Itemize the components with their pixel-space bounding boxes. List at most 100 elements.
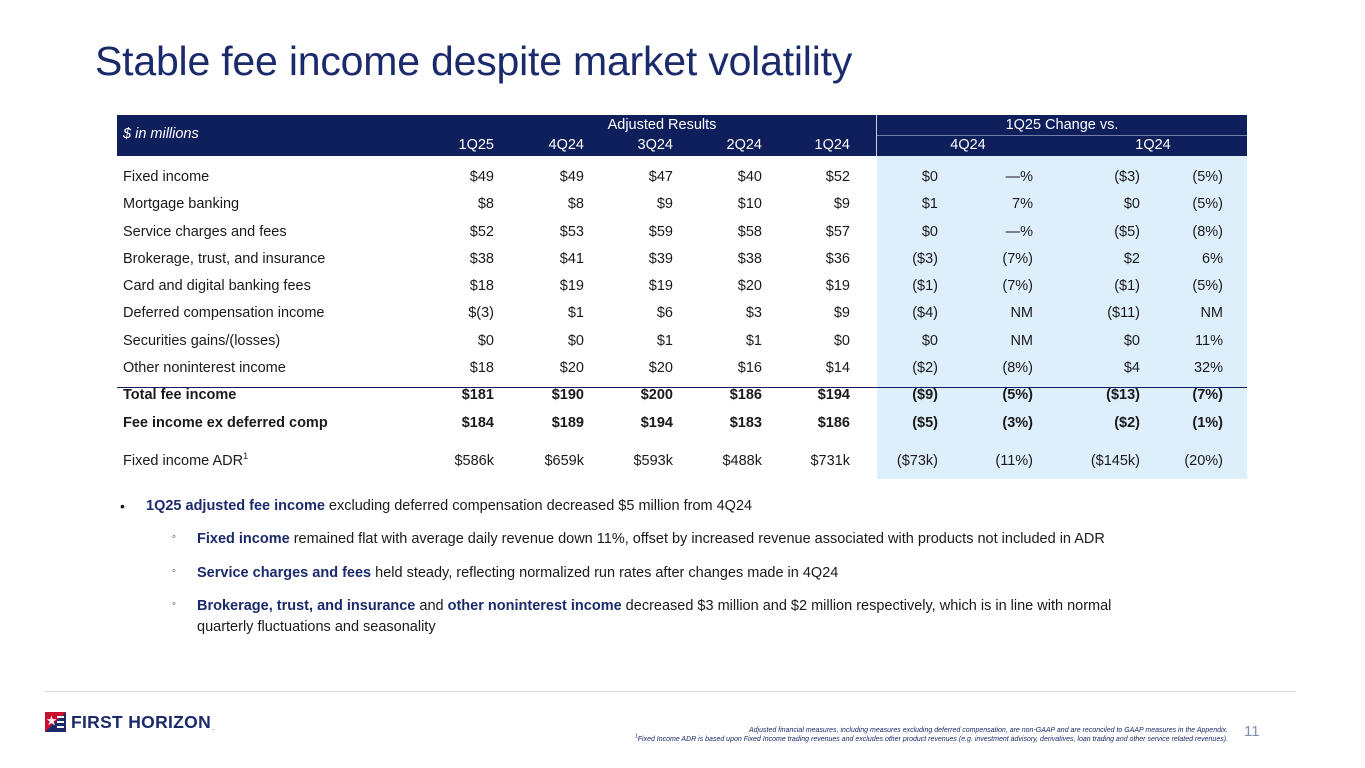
change-cell: $0 bbox=[921, 223, 938, 240]
table-cell: $8 bbox=[567, 196, 584, 213]
bullet-sub-3-and: and bbox=[415, 598, 448, 614]
bullet-sub-2: Service charges and fees held steady, re… bbox=[197, 565, 838, 581]
change-cell: ($5) bbox=[1114, 223, 1140, 240]
table-cell: $0 bbox=[833, 332, 850, 349]
change-cell: ($3) bbox=[1114, 169, 1140, 185]
footnote-adr-text: Fixed Income ADR is based upon Fixed Inc… bbox=[637, 736, 1228, 743]
table-cell: $49 bbox=[559, 169, 584, 185]
col-header: 4Q24 bbox=[548, 137, 584, 153]
table-totals: Total fee income $181 $190 $200 $186 $194 ($9)… bbox=[117, 382, 1247, 437]
change-cell: 6% bbox=[1202, 250, 1223, 267]
table-cell: $1 bbox=[745, 332, 762, 349]
page-title: Stable fee income despite market volatil… bbox=[95, 38, 853, 84]
table-cell: $14 bbox=[825, 360, 850, 377]
change-cell: ($13) bbox=[1106, 387, 1140, 404]
table-row: Securities gains/(losses) $0 $0 $1 $1 $0 $0 NM $… bbox=[117, 328, 1247, 355]
table-cell: $200 bbox=[640, 387, 673, 404]
table-cell: $19 bbox=[648, 278, 673, 295]
change-cell: ($73k) bbox=[896, 452, 938, 469]
group-underline bbox=[877, 135, 1247, 136]
table-row: Fixed income $49 $49 $47 $40 $52 $0 —% ($3) (5%) bbox=[117, 164, 1247, 191]
change-cell: ($9) bbox=[912, 387, 938, 404]
bullet-main-bold: 1Q25 adjusted fee income bbox=[146, 498, 325, 514]
table-cell: $20 bbox=[559, 360, 584, 377]
change-cell: (1%) bbox=[1192, 414, 1223, 431]
flag-logo-icon bbox=[45, 712, 66, 732]
table-cell: $6 bbox=[656, 305, 673, 322]
row-label-text: Brokerage, trust, and insurance bbox=[123, 250, 326, 267]
row-label: Total fee income bbox=[123, 387, 236, 403]
table-cell: $186 bbox=[817, 414, 850, 431]
table-cell: $189 bbox=[551, 414, 584, 431]
unit-label: $ in millions bbox=[123, 126, 199, 142]
change-cell: $0 bbox=[921, 332, 938, 349]
row-label-text: Card and digital banking fees bbox=[123, 278, 311, 295]
change-cell: —% bbox=[1005, 223, 1033, 240]
table-cell: $(3) bbox=[468, 305, 494, 322]
change-cell: —% bbox=[1005, 169, 1033, 185]
footer-divider bbox=[45, 691, 1296, 692]
table-cell: $40 bbox=[737, 169, 762, 185]
page-number: 11 bbox=[1244, 723, 1260, 740]
change-cell: ($4) bbox=[912, 305, 938, 322]
change-cell: (11%) bbox=[995, 452, 1033, 469]
change-cell: (20%) bbox=[1184, 452, 1223, 469]
change-cell: ($1) bbox=[1114, 278, 1140, 295]
col-header: 1Q24 bbox=[814, 137, 850, 153]
bullet-sub-3: Brokerage, trust, and insurance and othe… bbox=[197, 598, 1111, 614]
row-label-text: Fixed income ADR bbox=[123, 452, 244, 469]
change-cell: (7%) bbox=[1192, 387, 1223, 404]
footnote-adr: 1Fixed Income ADR is based upon Fixed In… bbox=[634, 733, 1228, 743]
table-cell: $53 bbox=[559, 223, 584, 240]
row-label-text: Fee income ex deferred comp bbox=[123, 414, 328, 431]
fee-income-table: $ in millions Adjusted Results 1Q25 Chan… bbox=[117, 115, 1247, 479]
change-cell: ($11) bbox=[1107, 305, 1140, 322]
change-cell: ($2) bbox=[1114, 414, 1140, 431]
row-label: Fixed income ADR1 bbox=[123, 452, 248, 469]
bullet-sub-3-text: decreased $3 million and $2 million resp… bbox=[621, 598, 1112, 614]
row-label: Mortgage banking bbox=[123, 196, 239, 212]
table-total-row: Total fee income $181 $190 $200 $186 $194 ($9)… bbox=[117, 382, 1247, 409]
footnote-non-gaap: Adjusted financial measures, including m… bbox=[749, 727, 1228, 734]
group-divider bbox=[876, 115, 877, 156]
logo-text: FIRST HORIZON bbox=[71, 711, 212, 732]
change-cell: (5%) bbox=[1192, 278, 1223, 295]
bullet-sub-1-text: remained flat with average daily revenue… bbox=[289, 531, 1105, 547]
row-label: Card and digital banking fees bbox=[123, 278, 311, 294]
change-cell: 7% bbox=[1012, 196, 1033, 213]
footnote-adr-sup: 1 bbox=[634, 733, 638, 740]
change-cell: $0 bbox=[1123, 196, 1140, 213]
table-cell: $10 bbox=[737, 196, 762, 213]
row-label: Deferred compensation income bbox=[123, 305, 325, 321]
bullet-sub-2-text: held steady, reflecting normalized run r… bbox=[371, 565, 839, 581]
table-cell: $58 bbox=[737, 223, 762, 240]
change-cell: (5%) bbox=[1192, 196, 1223, 213]
change-cell: (7%) bbox=[1002, 250, 1033, 267]
table-cell: $183 bbox=[729, 414, 762, 431]
table-cell: $186 bbox=[729, 387, 762, 404]
table-row: Deferred compensation income $(3) $1 $6 $3 $9… bbox=[117, 300, 1247, 327]
col-header: 3Q24 bbox=[637, 137, 673, 153]
table-cell: $488k bbox=[722, 452, 762, 469]
change-cell: $4 bbox=[1123, 360, 1140, 377]
change-cell: ($2) bbox=[912, 360, 938, 377]
row-label: Securities gains/(losses) bbox=[123, 333, 280, 349]
change-cell: (3%) bbox=[1002, 414, 1033, 431]
group-header-adjusted: Adjusted Results bbox=[607, 117, 717, 133]
change-cell: 11% bbox=[1195, 332, 1223, 349]
change-cell: (8%) bbox=[1192, 223, 1223, 240]
table-cell: $593k bbox=[633, 452, 673, 469]
col-header: 1Q25 bbox=[458, 137, 494, 153]
row-label-text: Total fee income bbox=[123, 387, 237, 404]
sub-bullet-dot: ◦ bbox=[172, 598, 176, 610]
change-cell: ($5) bbox=[912, 414, 938, 431]
table-cell: $57 bbox=[825, 223, 850, 240]
table-cell: $0 bbox=[477, 332, 494, 349]
table-cell: $181 bbox=[461, 387, 494, 404]
table-row: Service charges and fees $52 $53 $59 $58 $57 $… bbox=[117, 219, 1247, 246]
sub-bullet-dot: ◦ bbox=[172, 565, 176, 577]
row-label-text: Other noninterest income bbox=[123, 360, 286, 377]
table-cell: $0 bbox=[567, 332, 584, 349]
change-cell: ($3) bbox=[912, 250, 938, 267]
row-label-text: Securities gains/(losses) bbox=[123, 332, 281, 349]
